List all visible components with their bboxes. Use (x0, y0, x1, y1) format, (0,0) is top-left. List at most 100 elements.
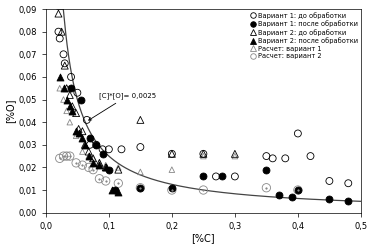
Point (57, 75, 63, 79)
Point (103, 165, 109, 169)
Point (97, 177, 103, 181)
Point (100, 152, 106, 156)
Point (74, 91, 80, 95)
Point (76, 127, 82, 131)
Point (60, 154, 66, 158)
Point (200, 188, 206, 192)
Point (200, 188, 206, 192)
Point (64, 98, 70, 102)
Point (295, 131, 301, 135)
Point (295, 188, 301, 192)
Point (263, 186, 269, 190)
Point (62, 63, 68, 67)
Point (289, 195, 295, 199)
Point (87, 136, 93, 140)
Point (97, 163, 103, 167)
Point (200, 175, 206, 179)
Point (60, 98, 66, 102)
Point (82, 143, 88, 147)
Point (326, 179, 332, 183)
Legend: Вариант 1: до обработки, Вариант 1: после обработки, Вариант 2: до обработки, Ва: Вариант 1: до обработки, Вариант 1: посл… (250, 11, 359, 60)
Point (79, 136, 85, 140)
Point (67, 104, 73, 108)
Point (169, 152, 175, 156)
Point (115, 190, 121, 194)
Point (97, 177, 103, 181)
Point (169, 168, 175, 172)
Point (56, 30, 62, 34)
Point (69, 109, 75, 113)
Point (76, 131, 82, 135)
Point (263, 168, 269, 172)
Point (93, 143, 99, 147)
Point (93, 143, 99, 147)
Point (60, 52, 66, 56)
Point (68, 86, 74, 90)
Point (56, 12, 62, 16)
Point (73, 161, 79, 165)
Point (79, 150, 85, 154)
Point (97, 161, 103, 165)
Point (115, 181, 121, 185)
Point (67, 154, 73, 158)
Point (78, 98, 84, 102)
Point (263, 154, 269, 158)
Point (103, 163, 109, 167)
Point (213, 175, 219, 179)
Point (295, 188, 301, 192)
Point (232, 154, 238, 158)
Point (67, 120, 73, 124)
Point (200, 152, 206, 156)
Y-axis label: [%O]: [%O] (6, 99, 16, 123)
Point (59, 30, 65, 34)
Point (103, 179, 109, 183)
Point (100, 147, 106, 151)
Point (345, 199, 351, 203)
Point (64, 109, 70, 113)
Point (282, 156, 288, 160)
Point (169, 188, 175, 192)
Point (79, 163, 85, 167)
Point (276, 192, 282, 196)
Point (137, 170, 143, 174)
Point (64, 86, 70, 90)
Point (263, 186, 269, 190)
Point (200, 152, 206, 156)
Point (270, 156, 276, 160)
Point (169, 186, 175, 190)
Point (57, 156, 63, 160)
Point (57, 156, 63, 160)
Point (115, 165, 121, 169)
Point (103, 179, 109, 183)
Point (106, 147, 112, 151)
Point (60, 154, 66, 158)
Point (137, 186, 143, 190)
Point (103, 165, 109, 169)
Point (57, 86, 63, 90)
Point (90, 161, 96, 165)
Point (169, 188, 175, 192)
Text: [C]*[O]= 0,0025: [C]*[O]= 0,0025 (89, 92, 157, 120)
Point (86, 154, 92, 158)
Point (86, 165, 92, 169)
Point (67, 154, 73, 158)
Point (73, 129, 79, 133)
Point (232, 152, 238, 156)
Point (87, 143, 93, 147)
Point (64, 154, 70, 158)
Point (115, 181, 121, 185)
Point (345, 181, 351, 185)
Point (84, 118, 90, 122)
Point (69, 104, 75, 108)
Point (169, 152, 175, 156)
Point (137, 186, 143, 190)
Point (73, 161, 79, 165)
Point (62, 61, 68, 65)
Point (79, 163, 85, 167)
Point (82, 143, 88, 147)
Point (90, 156, 96, 160)
Point (119, 147, 125, 151)
X-axis label: [%C]: [%C] (192, 234, 215, 244)
Point (79, 129, 85, 133)
Point (106, 168, 112, 172)
